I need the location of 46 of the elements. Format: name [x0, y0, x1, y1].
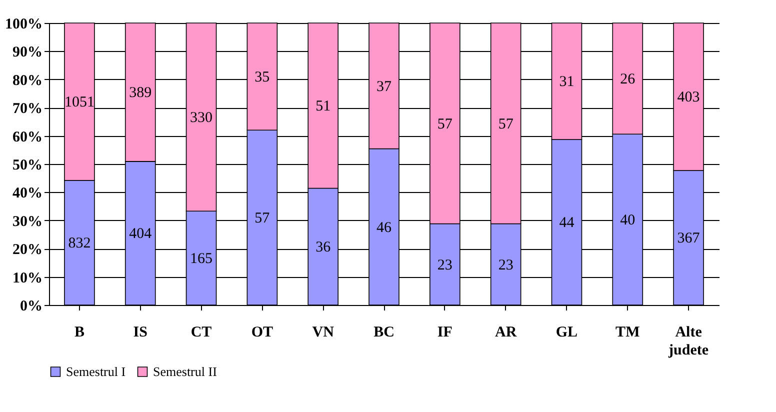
annotation: 330 — [190, 110, 213, 126]
y-tick-label: 0% — [20, 298, 42, 314]
annotation: 23 — [498, 257, 514, 274]
x-tick-label: GL — [556, 324, 578, 340]
y-tick-label: 70% — [12, 101, 42, 118]
y-tick-label: 20% — [12, 242, 42, 258]
annotation: 832 — [68, 236, 91, 252]
x-tick-label: VN — [312, 324, 334, 340]
y-tick-label: 30% — [12, 214, 42, 230]
annotation: 389 — [129, 85, 152, 102]
x-tick-label: CT — [190, 324, 212, 340]
annotation: 57 — [498, 116, 514, 132]
x-tick-label: Alte judete — [668, 324, 709, 358]
annotation: 36 — [316, 240, 332, 256]
annotation: 404 — [129, 226, 152, 242]
x-tick-label: TM — [616, 324, 640, 340]
annotation: 23 — [437, 257, 452, 274]
annotation: 35 — [254, 70, 270, 86]
y-tick-label: 10% — [12, 270, 42, 286]
y-tick-label: 90% — [12, 44, 42, 61]
annotation: 46 — [376, 220, 392, 236]
annotation: 1051 — [64, 94, 94, 111]
y-tick-label: 60% — [12, 129, 42, 146]
annotation: 57 — [254, 210, 270, 227]
y-tick-label: 100% — [5, 16, 42, 32]
y-tick-label: 40% — [12, 186, 42, 202]
x-tick-label: B — [74, 324, 84, 340]
annotation: 367 — [677, 230, 700, 247]
annotation: 57 — [437, 116, 453, 132]
x-tick-label: AR — [494, 324, 517, 340]
legend-label: Semestrul I — [66, 364, 126, 379]
annotation: 165 — [190, 251, 213, 268]
annotation: 37 — [376, 78, 392, 95]
y-tick-label: 50% — [12, 158, 42, 174]
x-tick-label: IF — [437, 324, 452, 340]
annotation: 40 — [620, 212, 636, 229]
annotation: 44 — [559, 215, 575, 232]
y-tick-label: 80% — [12, 72, 42, 89]
x-tick-label: IS — [133, 324, 148, 340]
annotation: 51 — [316, 98, 331, 115]
x-tick-label: OT — [251, 324, 274, 340]
x-tick-label: BC — [374, 324, 394, 340]
annotation: 26 — [620, 72, 636, 88]
annotation: 31 — [559, 74, 574, 90]
annotation: 403 — [677, 90, 700, 106]
legend-label: Semestrul II — [153, 364, 217, 379]
